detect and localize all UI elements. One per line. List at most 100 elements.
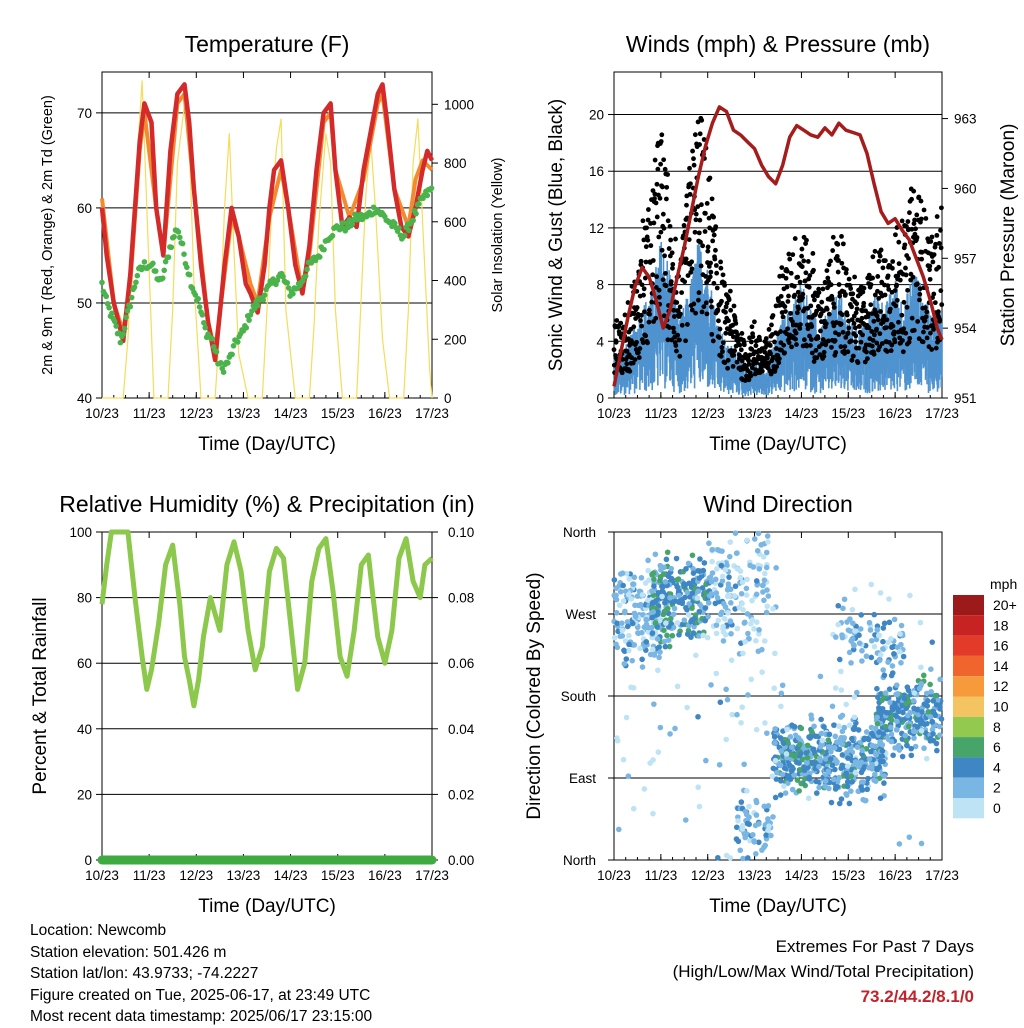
- dewpoint-point: [161, 267, 168, 274]
- direction-point: [887, 699, 893, 706]
- direction-point: [667, 594, 673, 601]
- direction-point: [889, 663, 896, 669]
- gust-point: [795, 274, 801, 280]
- gust-point: [933, 241, 939, 247]
- direction-point: [694, 595, 701, 601]
- direction-point: [879, 697, 885, 704]
- gust-point: [871, 318, 877, 324]
- direction-point: [726, 553, 733, 560]
- gust-point: [834, 253, 840, 259]
- direction-point: [651, 583, 657, 589]
- direction-point: [838, 668, 844, 675]
- gust-point: [804, 343, 810, 349]
- direction-point: [831, 745, 838, 751]
- direction-point: [817, 673, 824, 680]
- dewpoint-point: [317, 254, 323, 260]
- direction-point: [713, 670, 720, 677]
- x-tick-label: 14/23: [785, 406, 819, 421]
- gust-point: [850, 353, 856, 359]
- gust-point: [720, 272, 726, 278]
- gust-point: [930, 259, 936, 265]
- gust-point: [703, 300, 709, 306]
- gust-point: [938, 227, 943, 233]
- gust-point: [832, 338, 838, 343]
- direction-point: [749, 617, 756, 623]
- legend-label: 0: [993, 800, 1001, 816]
- legend-label: 2: [993, 780, 1001, 796]
- gust-point: [667, 325, 672, 330]
- direction-point: [759, 847, 765, 853]
- direction-point: [617, 633, 624, 640]
- direction-point: [880, 638, 886, 645]
- x-tick-label: 13/23: [738, 406, 772, 421]
- x-tick-label: 13/23: [227, 406, 261, 421]
- direction-point: [919, 709, 925, 715]
- direction-point: [844, 779, 851, 785]
- direction-point: [866, 756, 873, 762]
- direction-point: [925, 709, 931, 715]
- direction-point: [841, 724, 848, 731]
- gust-point: [914, 281, 920, 287]
- legend-title: mph: [990, 576, 1017, 592]
- direction-point: [660, 571, 667, 577]
- direction-point: [702, 617, 708, 624]
- gust-point: [770, 354, 776, 360]
- gust-point: [658, 229, 664, 235]
- direction-point: [937, 706, 943, 712]
- direction-point: [721, 615, 728, 622]
- direction-point: [930, 698, 937, 704]
- direction-point: [795, 735, 802, 741]
- gust-point: [638, 318, 643, 323]
- direction-point: [756, 566, 763, 572]
- y2-tick-label: 960: [954, 181, 977, 196]
- direction-point: [649, 646, 656, 653]
- gust-point: [710, 238, 716, 244]
- gust-point: [642, 275, 648, 281]
- direction-point: [739, 704, 746, 711]
- direction-point: [655, 609, 661, 615]
- extremes-values: 73.2/44.2/8.1/0: [860, 987, 974, 1006]
- gust-point: [804, 237, 809, 243]
- direction-point: [734, 625, 741, 632]
- direction-point: [743, 592, 750, 598]
- gust-point: [828, 258, 833, 264]
- direction-point: [751, 626, 757, 632]
- direction-point: [675, 588, 682, 594]
- direction-point: [764, 730, 770, 736]
- gust-point: [693, 310, 699, 316]
- gust-point: [789, 344, 794, 350]
- x-tick-label: 15/23: [831, 406, 865, 421]
- gust-point: [872, 332, 877, 338]
- gust-point: [874, 340, 880, 346]
- direction-point: [835, 602, 842, 609]
- direction-point: [904, 684, 911, 690]
- dewpoint-point: [280, 273, 286, 280]
- gust-point: [746, 377, 752, 383]
- direction-point: [797, 750, 804, 757]
- gust-point: [759, 368, 765, 374]
- y2-tick-label: 954: [954, 321, 977, 336]
- y-tick-label: 60: [77, 656, 92, 671]
- direction-point: [863, 653, 870, 660]
- direction-point: [895, 742, 902, 749]
- gust-point: [643, 259, 649, 265]
- legend-label: 16: [993, 638, 1009, 654]
- direction-point: [937, 732, 943, 738]
- gust-point: [687, 191, 693, 197]
- direction-point: [719, 573, 726, 580]
- gust-point: [900, 349, 906, 355]
- legend-label: 14: [993, 658, 1009, 674]
- gust-point: [702, 229, 708, 234]
- gust-point: [673, 236, 678, 242]
- direction-point: [655, 749, 662, 755]
- direction-point: [822, 778, 829, 784]
- direction-point: [649, 630, 656, 636]
- direction-point: [674, 683, 681, 690]
- direction-point: [908, 745, 915, 752]
- direction-point: [683, 566, 689, 572]
- direction-point: [682, 817, 689, 823]
- gust-point: [851, 321, 857, 326]
- gust-point: [695, 204, 701, 209]
- direction-point: [664, 605, 671, 612]
- direction-point: [643, 621, 650, 628]
